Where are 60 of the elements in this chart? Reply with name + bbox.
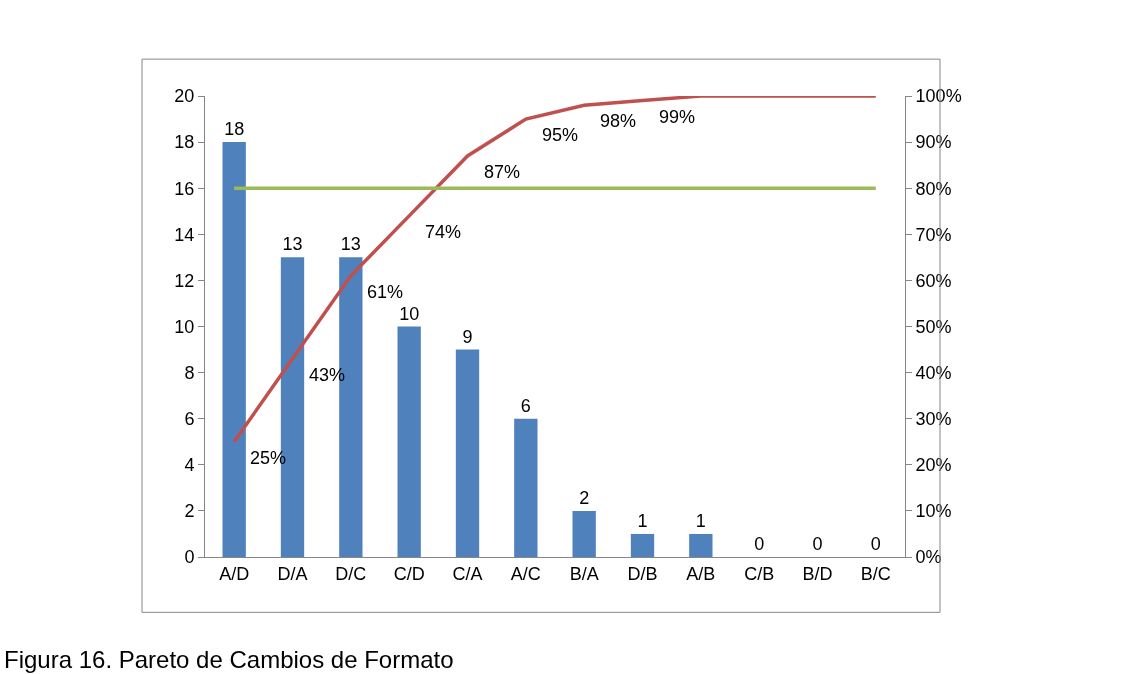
- y2-tick-label: 60%: [915, 270, 952, 291]
- data-label: 95%: [542, 125, 579, 145]
- data-label: 18: [224, 119, 245, 140]
- y2-tick-label: 80%: [915, 178, 952, 199]
- data-label: 1: [637, 510, 648, 531]
- y-tick-label: 6: [184, 409, 195, 429]
- text: Figura 16. Pareto de Cambios de Formato: [4, 646, 454, 673]
- data-label: 0: [754, 534, 765, 554]
- x-tick-label: C/D: [393, 563, 425, 584]
- x-tick-label: A/D: [219, 563, 250, 584]
- y2-tick-label: 70%: [915, 224, 952, 245]
- data-label: 98%: [600, 111, 637, 131]
- y-tick-label: 16: [174, 178, 195, 199]
- x-tick-label: B/D: [802, 563, 833, 584]
- y2-tick-label: 50%: [915, 316, 952, 337]
- x-tick-label: B/C: [860, 563, 891, 584]
- data-label: 99%: [659, 107, 696, 127]
- data-label: 6: [520, 395, 531, 416]
- x-tick-label: D/B: [627, 563, 658, 584]
- data-label: 13: [282, 234, 303, 255]
- data-label: 74%: [425, 222, 462, 242]
- y-tick-label: 14: [174, 224, 195, 245]
- y2-tick-label: 40%: [915, 362, 952, 383]
- data-label: 87%: [484, 162, 521, 182]
- data-label: 1: [695, 510, 706, 531]
- bar: [514, 418, 538, 557]
- data-label: 9: [462, 326, 473, 347]
- y-tick-label: 2: [184, 501, 195, 522]
- y-tick-label: 8: [184, 362, 195, 383]
- y2-tick-label: 100%: [915, 86, 962, 107]
- x-tick-label: D/A: [277, 563, 308, 584]
- x-tick-label: D/C: [335, 563, 367, 584]
- y-tick-label: 18: [174, 132, 195, 153]
- data-label: 0: [870, 534, 881, 554]
- y2-tick-label: 0%: [915, 547, 942, 568]
- bar: [397, 326, 421, 557]
- bar: [630, 533, 655, 557]
- y-tick-label: 0: [184, 547, 195, 568]
- x-tick-label: B/A: [569, 563, 599, 584]
- y-tick-label: 4: [184, 455, 195, 476]
- y2-tick-label: 10%: [915, 501, 952, 522]
- y2-tick-label: 30%: [915, 409, 952, 429]
- data-label: 2: [579, 487, 590, 508]
- x-tick-label: A/C: [510, 563, 541, 584]
- bar: [455, 349, 480, 557]
- y2-tick-label: 20%: [915, 455, 952, 476]
- bar: [572, 510, 596, 557]
- bar: [689, 533, 713, 557]
- data-label: 13: [340, 234, 361, 255]
- x-tick-label: A/B: [686, 563, 716, 584]
- y-tick-label: 10: [174, 316, 195, 337]
- bar: [222, 142, 246, 557]
- y-tick-label: 20: [174, 86, 195, 107]
- data-label: 0: [812, 534, 823, 554]
- y2-tick-label: 90%: [915, 132, 952, 153]
- x-tick-label: C/A: [452, 563, 483, 584]
- data-label: 61%: [367, 282, 404, 302]
- data-label: 10: [399, 303, 420, 324]
- y-tick-label: 12: [174, 270, 195, 291]
- x-tick-label: C/B: [744, 563, 775, 584]
